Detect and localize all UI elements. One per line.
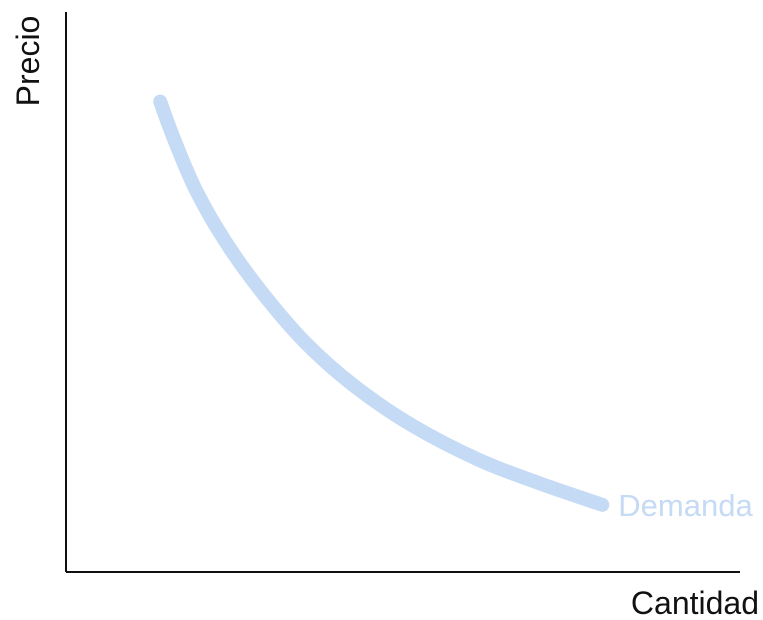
demand-series-label: Demanda xyxy=(618,488,753,523)
y-axis-label: Precio xyxy=(10,16,46,107)
demand-series-line xyxy=(153,94,610,512)
axes xyxy=(65,12,740,573)
x-axis-label: Cantidad xyxy=(631,585,759,620)
